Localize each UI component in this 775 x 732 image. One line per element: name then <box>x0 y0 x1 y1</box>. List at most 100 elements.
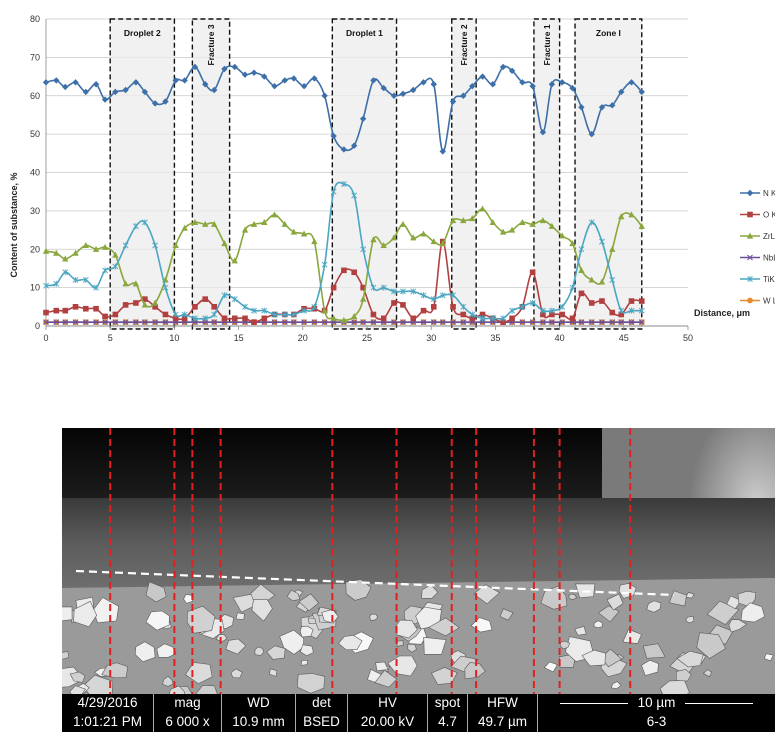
y-tick-label: 60 <box>30 91 40 101</box>
data-point <box>82 319 89 326</box>
data-point <box>479 311 486 318</box>
data-point <box>747 276 753 282</box>
data-point <box>211 220 218 227</box>
data-point <box>82 88 90 96</box>
data-point <box>202 220 209 227</box>
data-point <box>350 142 358 149</box>
data-point <box>519 319 526 326</box>
zone-box <box>451 18 477 330</box>
chart-series <box>42 63 645 326</box>
x-tick-label: 35 <box>490 333 500 343</box>
grain <box>186 605 216 634</box>
data-point <box>162 319 169 326</box>
data-point <box>529 82 536 90</box>
y-tick-label: 40 <box>30 168 40 178</box>
legend-item: NbL <box>740 254 775 263</box>
data-point <box>370 311 377 318</box>
data-point <box>508 67 516 75</box>
data-point <box>598 278 606 285</box>
data-point <box>311 238 318 245</box>
data-point <box>181 77 188 84</box>
data-point <box>370 77 377 84</box>
grain <box>421 584 439 599</box>
mag-cell: mag 6 000 x <box>154 694 222 732</box>
legend-item: O K <box>740 211 775 220</box>
data-point <box>102 319 108 326</box>
data-point <box>72 304 79 310</box>
spot-cell: spot 4.7 <box>428 694 468 732</box>
sample-id: 6-3 <box>646 714 667 729</box>
data-point <box>330 132 337 140</box>
data-point <box>539 307 546 314</box>
data-point <box>519 303 526 310</box>
series-n-k <box>42 63 645 155</box>
data-point <box>539 217 547 224</box>
data-point <box>301 319 307 326</box>
data-point <box>321 261 328 268</box>
grain <box>423 636 447 655</box>
data-point <box>132 280 140 287</box>
x-tick-label: 40 <box>555 333 565 343</box>
zone-box <box>574 18 643 330</box>
grain <box>706 600 740 625</box>
data-point <box>351 192 358 199</box>
hfw-label: HFW <box>487 695 518 710</box>
data-point <box>439 292 446 299</box>
data-point <box>231 257 238 264</box>
data-point <box>747 254 753 261</box>
data-point <box>162 284 169 291</box>
hv-label: HV <box>378 695 397 710</box>
data-point <box>638 319 645 326</box>
data-point <box>430 304 437 310</box>
data-point <box>391 288 397 295</box>
data-point <box>370 236 377 243</box>
grain <box>321 608 339 624</box>
grain <box>675 669 692 682</box>
data-point <box>122 280 129 287</box>
data-point <box>311 319 318 326</box>
data-point <box>300 82 308 90</box>
y-tick-label: 10 <box>30 283 40 293</box>
grain <box>251 598 273 622</box>
data-point <box>370 319 377 326</box>
data-point <box>231 63 238 71</box>
data-point <box>588 319 595 326</box>
data-point <box>529 319 536 326</box>
zone-boxes: Droplet 2 Fracture 3 Droplet 1 Fracture 2 Fr… <box>109 18 643 330</box>
grain <box>92 597 119 624</box>
data-point <box>261 218 268 225</box>
scan-line <box>75 569 675 597</box>
legend-item: N K <box>740 189 775 198</box>
mag-value: 6 000 x <box>165 714 210 729</box>
data-point <box>359 295 367 302</box>
data-point <box>400 302 406 308</box>
data-point <box>410 288 417 295</box>
grain <box>82 674 114 694</box>
grain <box>396 640 404 648</box>
data-point <box>609 245 616 252</box>
data-point <box>578 266 585 273</box>
grain <box>740 602 765 623</box>
data-point <box>489 81 497 88</box>
sem-image <box>62 428 775 694</box>
x-axis-label: Distance, μm <box>694 308 750 318</box>
data-point <box>102 313 108 320</box>
data-point <box>529 269 536 276</box>
data-point <box>420 307 427 314</box>
x-tick-label: 45 <box>619 333 629 343</box>
data-point <box>569 315 576 322</box>
data-point <box>191 218 199 225</box>
grain <box>134 641 156 663</box>
data-point <box>72 79 79 86</box>
data-point <box>618 311 625 318</box>
data-point <box>609 276 616 283</box>
data-point <box>172 315 179 322</box>
data-point <box>221 315 228 322</box>
data-point <box>122 302 129 308</box>
data-point <box>391 319 397 326</box>
grain <box>254 646 265 656</box>
data-point <box>42 247 50 254</box>
data-point <box>450 304 456 310</box>
time-text: 1:01:21 PM <box>72 714 143 729</box>
data-point <box>499 63 507 71</box>
